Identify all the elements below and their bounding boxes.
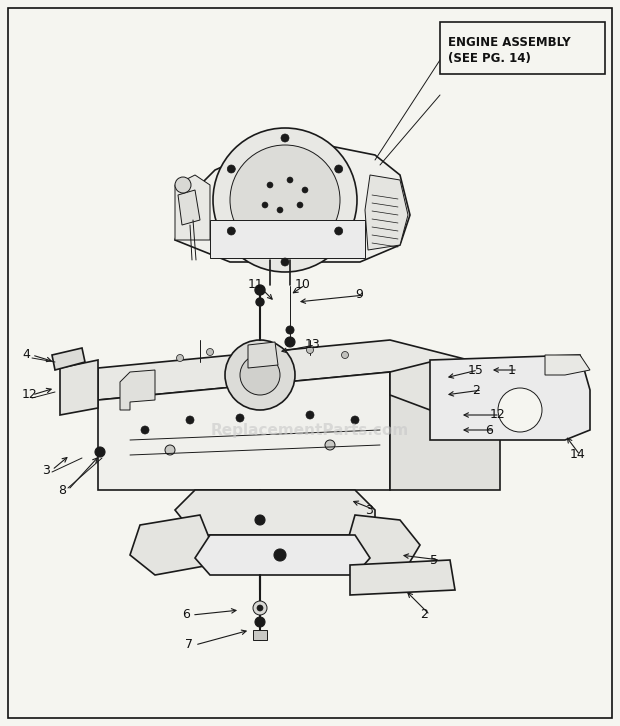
Polygon shape [248, 342, 278, 368]
Circle shape [228, 227, 236, 235]
Circle shape [281, 258, 289, 266]
Circle shape [335, 227, 343, 235]
Polygon shape [195, 535, 370, 575]
Text: 6: 6 [182, 608, 190, 621]
Circle shape [255, 285, 265, 295]
Circle shape [498, 388, 542, 432]
Circle shape [95, 447, 105, 457]
Text: 11: 11 [248, 279, 264, 292]
Circle shape [186, 416, 194, 424]
Text: 12: 12 [490, 409, 506, 422]
Circle shape [230, 145, 340, 255]
Polygon shape [175, 175, 210, 240]
Circle shape [228, 165, 236, 173]
Circle shape [255, 617, 265, 627]
Text: 14: 14 [570, 449, 586, 462]
Polygon shape [365, 175, 408, 250]
Text: 9: 9 [355, 288, 363, 301]
Text: 13: 13 [305, 338, 321, 351]
Polygon shape [545, 355, 590, 375]
Circle shape [213, 128, 357, 272]
Text: 1: 1 [508, 364, 516, 377]
Polygon shape [60, 360, 98, 415]
Polygon shape [390, 372, 500, 490]
Circle shape [297, 202, 303, 208]
Text: 3: 3 [42, 463, 50, 476]
Circle shape [335, 165, 343, 173]
Text: 12: 12 [22, 388, 38, 401]
Circle shape [286, 326, 294, 334]
Circle shape [256, 298, 264, 306]
Polygon shape [350, 560, 455, 595]
Text: ENGINE ASSEMBLY: ENGINE ASSEMBLY [448, 36, 570, 49]
Text: 5: 5 [430, 553, 438, 566]
Circle shape [306, 411, 314, 419]
Circle shape [225, 340, 295, 410]
Circle shape [287, 177, 293, 183]
Circle shape [177, 354, 184, 362]
Circle shape [267, 182, 273, 188]
Polygon shape [52, 348, 85, 370]
Circle shape [351, 416, 359, 424]
Text: 2: 2 [472, 383, 480, 396]
Circle shape [274, 549, 286, 561]
Circle shape [236, 414, 244, 422]
Polygon shape [345, 515, 420, 575]
Circle shape [306, 346, 314, 354]
Circle shape [281, 134, 289, 142]
Text: ReplacementParts.com: ReplacementParts.com [211, 423, 409, 438]
Circle shape [342, 351, 348, 359]
Circle shape [255, 515, 265, 525]
Circle shape [175, 177, 191, 193]
Polygon shape [210, 220, 365, 258]
Circle shape [253, 601, 267, 615]
Circle shape [325, 440, 335, 450]
Circle shape [165, 445, 175, 455]
Polygon shape [98, 340, 500, 400]
Text: 6: 6 [485, 423, 493, 436]
Text: 15: 15 [468, 364, 484, 377]
Polygon shape [253, 630, 267, 640]
Polygon shape [98, 372, 390, 490]
Text: 8: 8 [58, 484, 66, 497]
Bar [440, 22, 605, 74]
Text: 2: 2 [420, 608, 428, 621]
Polygon shape [178, 190, 200, 225]
Circle shape [141, 426, 149, 434]
Circle shape [257, 605, 263, 611]
Polygon shape [390, 362, 445, 410]
Text: 3: 3 [365, 504, 373, 516]
Polygon shape [430, 355, 590, 440]
Polygon shape [120, 370, 155, 410]
Text: 4: 4 [22, 348, 30, 362]
Circle shape [285, 337, 295, 347]
Text: (SEE PG. 14): (SEE PG. 14) [448, 52, 531, 65]
Circle shape [240, 355, 280, 395]
Circle shape [206, 348, 213, 356]
Circle shape [302, 187, 308, 193]
Circle shape [262, 202, 268, 208]
Circle shape [277, 207, 283, 213]
Polygon shape [175, 145, 410, 262]
Text: 10: 10 [295, 279, 311, 292]
Polygon shape [130, 515, 210, 575]
Text: 7: 7 [185, 638, 193, 651]
Polygon shape [175, 490, 375, 535]
